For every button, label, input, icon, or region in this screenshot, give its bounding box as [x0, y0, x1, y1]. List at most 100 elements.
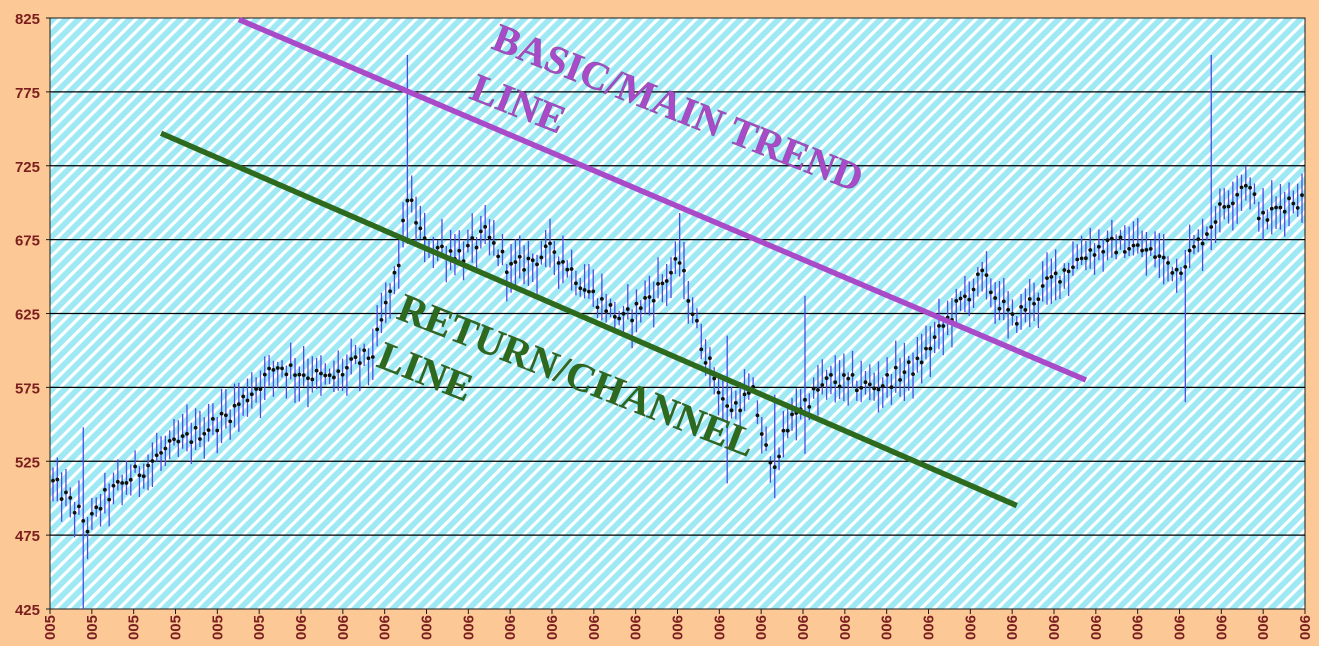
close-point [517, 254, 522, 259]
close-point [1036, 297, 1041, 302]
close-point [189, 440, 194, 445]
x-tick-label: 005 [126, 615, 143, 640]
close-point [638, 306, 643, 311]
close-point [379, 317, 384, 322]
x-tick-label: 006 [921, 615, 938, 640]
close-point [241, 394, 246, 399]
close-point [435, 245, 440, 250]
close-point [1209, 225, 1214, 229]
close-point [530, 258, 535, 263]
close-point [1153, 255, 1157, 260]
close-point [846, 376, 851, 381]
close-point [1131, 243, 1136, 248]
x-tick-label: 006 [377, 615, 394, 640]
close-point [496, 254, 501, 259]
close-point [336, 369, 341, 374]
close-point [275, 366, 280, 370]
close-point [509, 261, 514, 266]
close-point [699, 347, 704, 352]
x-tick-label: 005 [168, 615, 185, 640]
close-point [919, 360, 924, 365]
close-point [617, 316, 622, 321]
close-point [245, 398, 250, 403]
close-point [669, 270, 673, 275]
close-point [55, 477, 60, 482]
close-point [409, 198, 414, 203]
close-point [686, 299, 691, 303]
close-point [1161, 255, 1166, 260]
close-point [816, 387, 820, 392]
close-point [1187, 248, 1192, 253]
close-point [167, 438, 172, 443]
price-bars [51, 54, 1304, 609]
close-point [228, 419, 233, 424]
close-point [906, 360, 911, 365]
close-point [314, 368, 319, 373]
close-point [107, 497, 112, 502]
close-point [790, 412, 794, 417]
close-point [712, 376, 717, 381]
close-point [1217, 202, 1222, 206]
close-point [1088, 248, 1093, 252]
close-point [695, 318, 699, 323]
close-point [911, 372, 915, 377]
close-point [595, 305, 600, 310]
close-point [1019, 304, 1023, 309]
close-point [643, 296, 647, 300]
close-point [1300, 193, 1304, 198]
close-point [340, 372, 345, 377]
close-point [124, 481, 129, 485]
close-point [72, 510, 77, 515]
close-point [587, 289, 591, 294]
x-tick-label: 005 [251, 615, 268, 640]
y-axis: 425 475 525 575 625 675 725 775 825 [15, 11, 50, 619]
close-point [975, 272, 980, 277]
close-point [971, 287, 976, 292]
close-point [223, 413, 228, 418]
close-point [370, 355, 375, 359]
close-point [1096, 244, 1101, 249]
close-point [102, 487, 107, 492]
close-point [889, 385, 894, 390]
close-point [630, 318, 635, 323]
close-point [1261, 210, 1266, 215]
close-point [1183, 265, 1188, 269]
close-point [850, 372, 855, 377]
close-point [1122, 249, 1127, 254]
x-tick-label: 006 [1088, 615, 1105, 640]
close-point [185, 431, 189, 436]
close-point [1049, 275, 1054, 279]
y-tick-label: 525 [15, 454, 40, 471]
close-point [859, 385, 864, 390]
close-point [720, 396, 725, 401]
close-point [1045, 276, 1049, 280]
close-point [954, 298, 959, 303]
close-point [569, 267, 574, 271]
y-tick-label: 675 [15, 233, 40, 250]
close-point [777, 454, 781, 459]
close-point [565, 267, 570, 272]
close-point [206, 428, 211, 433]
close-point [1084, 256, 1088, 261]
close-point [392, 270, 397, 275]
close-point [885, 373, 890, 377]
close-point [1226, 204, 1231, 209]
x-tick-label: 006 [502, 615, 519, 640]
x-tick-label: 006 [1297, 615, 1314, 640]
close-point [1062, 268, 1067, 272]
close-point [772, 465, 777, 470]
close-point [1079, 256, 1084, 261]
close-point [984, 273, 989, 278]
x-tick-label: 006 [753, 615, 770, 640]
close-point [682, 268, 686, 273]
close-point [725, 404, 730, 408]
close-point [344, 365, 349, 370]
close-point [470, 236, 475, 240]
x-tick-label: 006 [628, 615, 645, 640]
x-tick-label: 006 [1046, 615, 1063, 640]
close-point [854, 388, 859, 393]
close-point [1278, 205, 1283, 210]
y-tick-label: 425 [15, 602, 40, 619]
close-point [937, 324, 941, 328]
x-tick-label: 006 [544, 615, 561, 640]
